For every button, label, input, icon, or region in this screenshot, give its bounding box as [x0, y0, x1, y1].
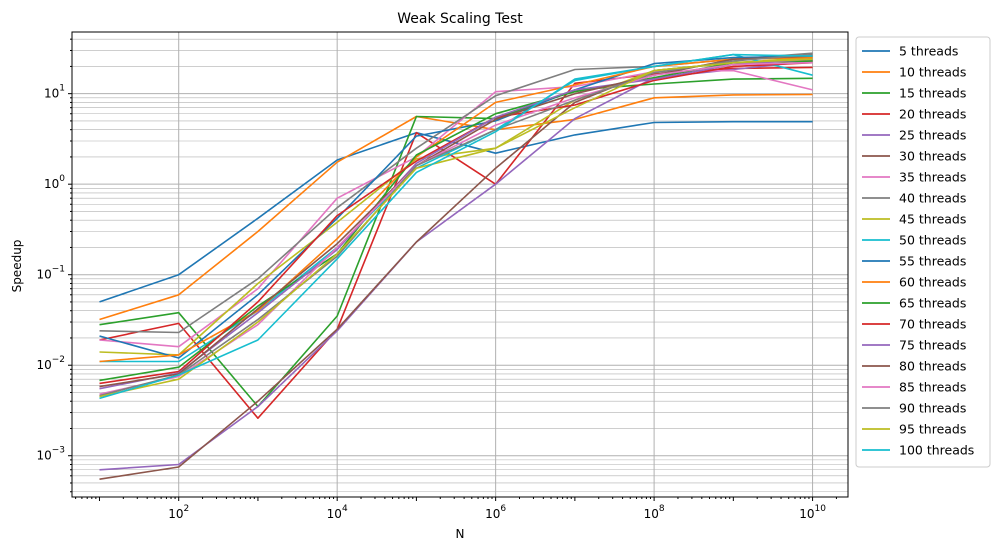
x-tick-label: 108 — [644, 504, 665, 521]
legend-label: 55 threads — [899, 254, 966, 269]
legend-label: 50 threads — [899, 233, 966, 248]
series-line-19 — [99, 58, 813, 398]
legend-label: 40 threads — [899, 191, 966, 206]
y-tick-label: 10−1 — [36, 265, 65, 282]
legend-label: 35 threads — [899, 170, 966, 185]
y-tick-label: 10−2 — [36, 355, 65, 372]
x-axis: 102 104 106 108 1010 — [75, 497, 837, 521]
legend-label: 5 threads — [899, 44, 958, 59]
series-line-12 — [99, 56, 813, 363]
series-line-20 — [99, 53, 813, 400]
legend-label: 25 threads — [899, 128, 966, 143]
x-tick-label: 104 — [327, 504, 348, 521]
legend-label: 45 threads — [899, 212, 966, 227]
legend-label: 70 threads — [899, 317, 966, 332]
legend-label: 85 threads — [899, 380, 966, 395]
y-tick-label: 101 — [44, 84, 65, 101]
series-line-2 — [99, 93, 813, 321]
legend-label: 15 threads — [899, 86, 966, 101]
legend-label: 75 threads — [899, 338, 966, 353]
legend-label: 10 threads — [899, 65, 966, 80]
x-axis-title: N — [456, 527, 465, 541]
x-tick-label: 1010 — [799, 504, 826, 521]
legend-label: 65 threads — [899, 296, 966, 311]
chart-title: Weak Scaling Test — [397, 11, 523, 27]
legend-label: 100 threads — [899, 443, 974, 458]
legend-box — [855, 36, 991, 468]
y-axis: 10−3 10−2 10−1 100 101 — [36, 38, 72, 493]
plot-frame — [71, 31, 849, 498]
plot-background — [72, 32, 848, 497]
series-line-3 — [99, 77, 813, 408]
legend-label: 95 threads — [899, 422, 966, 437]
series-lines — [99, 52, 813, 480]
legend: 5 threads 10 threads 15 threads 20 threads 2… — [855, 36, 991, 468]
series-line-15 — [99, 58, 813, 390]
legend-label: 80 threads — [899, 359, 966, 374]
legend-label: 30 threads — [899, 149, 966, 164]
legend-label: 20 threads — [899, 107, 966, 122]
grid-lines — [72, 32, 848, 497]
x-tick-label: 102 — [168, 504, 189, 521]
y-tick-label: 10−3 — [36, 446, 65, 463]
x-tick-label: 106 — [485, 504, 506, 521]
y-tick-label: 100 — [44, 174, 65, 191]
legend-label: 60 threads — [899, 275, 966, 290]
plot-area — [71, 31, 849, 498]
legend-label: 90 threads — [899, 401, 966, 416]
series-line-14 — [99, 61, 813, 385]
y-axis-title: Speedup — [10, 240, 24, 293]
